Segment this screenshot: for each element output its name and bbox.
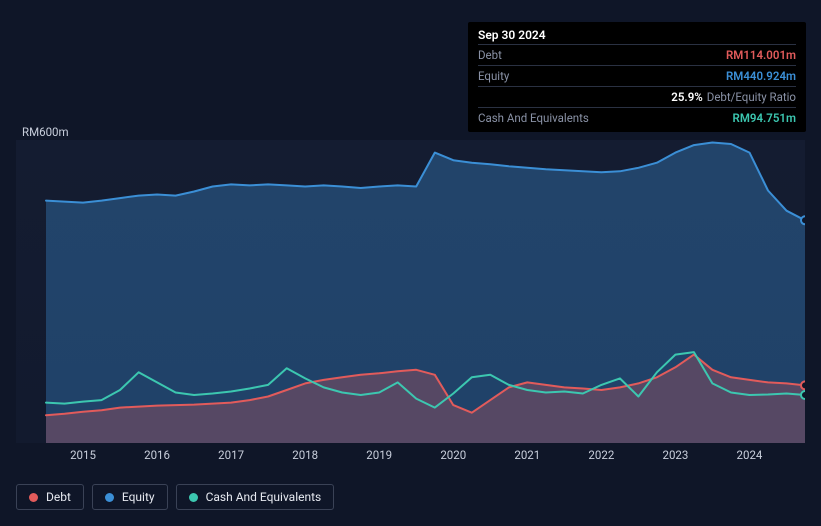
tooltip-row-debt: Debt RM114.001m (478, 44, 796, 65)
legend-item-cash[interactable]: Cash And Equivalents (176, 484, 335, 510)
tooltip-row-cash: Cash And Equivalents RM94.751m (478, 107, 796, 128)
tooltip-row-ratio: . 25.9%Debt/Equity Ratio (478, 86, 796, 107)
x-axis-tick: 2019 (366, 448, 392, 462)
tooltip-value: RM440.924m (726, 69, 796, 83)
legend-label: Cash And Equivalents (206, 490, 322, 504)
chart-legend: Debt Equity Cash And Equivalents (16, 484, 334, 510)
tooltip-value: RM114.001m (726, 48, 796, 62)
chart-svg (16, 140, 805, 443)
legend-label: Debt (46, 490, 71, 504)
tooltip-label: Debt (478, 48, 502, 62)
tooltip-value: RM94.751m (733, 111, 796, 125)
x-axis-tick: 2022 (588, 448, 614, 462)
x-axis-tick: 2020 (440, 448, 466, 462)
legend-item-equity[interactable]: Equity (92, 484, 168, 510)
series-end-marker-cash (801, 391, 805, 399)
x-axis-tick: 2023 (662, 448, 688, 462)
y-axis-max-label: RM600m (22, 125, 69, 139)
x-axis-tick: 2024 (737, 448, 763, 462)
legend-item-debt[interactable]: Debt (16, 484, 84, 510)
x-axis-tick: 2017 (218, 448, 244, 462)
tooltip-row-equity: Equity RM440.924m (478, 65, 796, 86)
series-end-marker-debt (801, 381, 805, 389)
tooltip-date: Sep 30 2024 (478, 28, 796, 44)
legend-swatch (29, 493, 38, 502)
legend-label: Equity (122, 490, 155, 504)
tooltip-label: Equity (478, 69, 509, 83)
chart-container: Sep 30 2024 Debt RM114.001m Equity RM440… (0, 0, 821, 526)
x-axis-tick: 2016 (144, 448, 170, 462)
x-axis: 2015 2016 2017 2018 2019 2020 2021 2022 2023 2024 (16, 448, 805, 466)
x-axis-tick: 2018 (292, 448, 318, 462)
x-axis-tick: 2015 (70, 448, 96, 462)
legend-swatch (105, 493, 114, 502)
x-axis-tick: 2021 (514, 448, 540, 462)
series-end-marker-equity (801, 216, 805, 224)
tooltip-ratio: 25.9%Debt/Equity Ratio (671, 90, 796, 104)
point-tooltip: Sep 30 2024 Debt RM114.001m Equity RM440… (468, 22, 806, 132)
chart-plot-area[interactable] (16, 140, 805, 443)
tooltip-label: Cash And Equivalents (478, 111, 589, 125)
legend-swatch (189, 493, 198, 502)
